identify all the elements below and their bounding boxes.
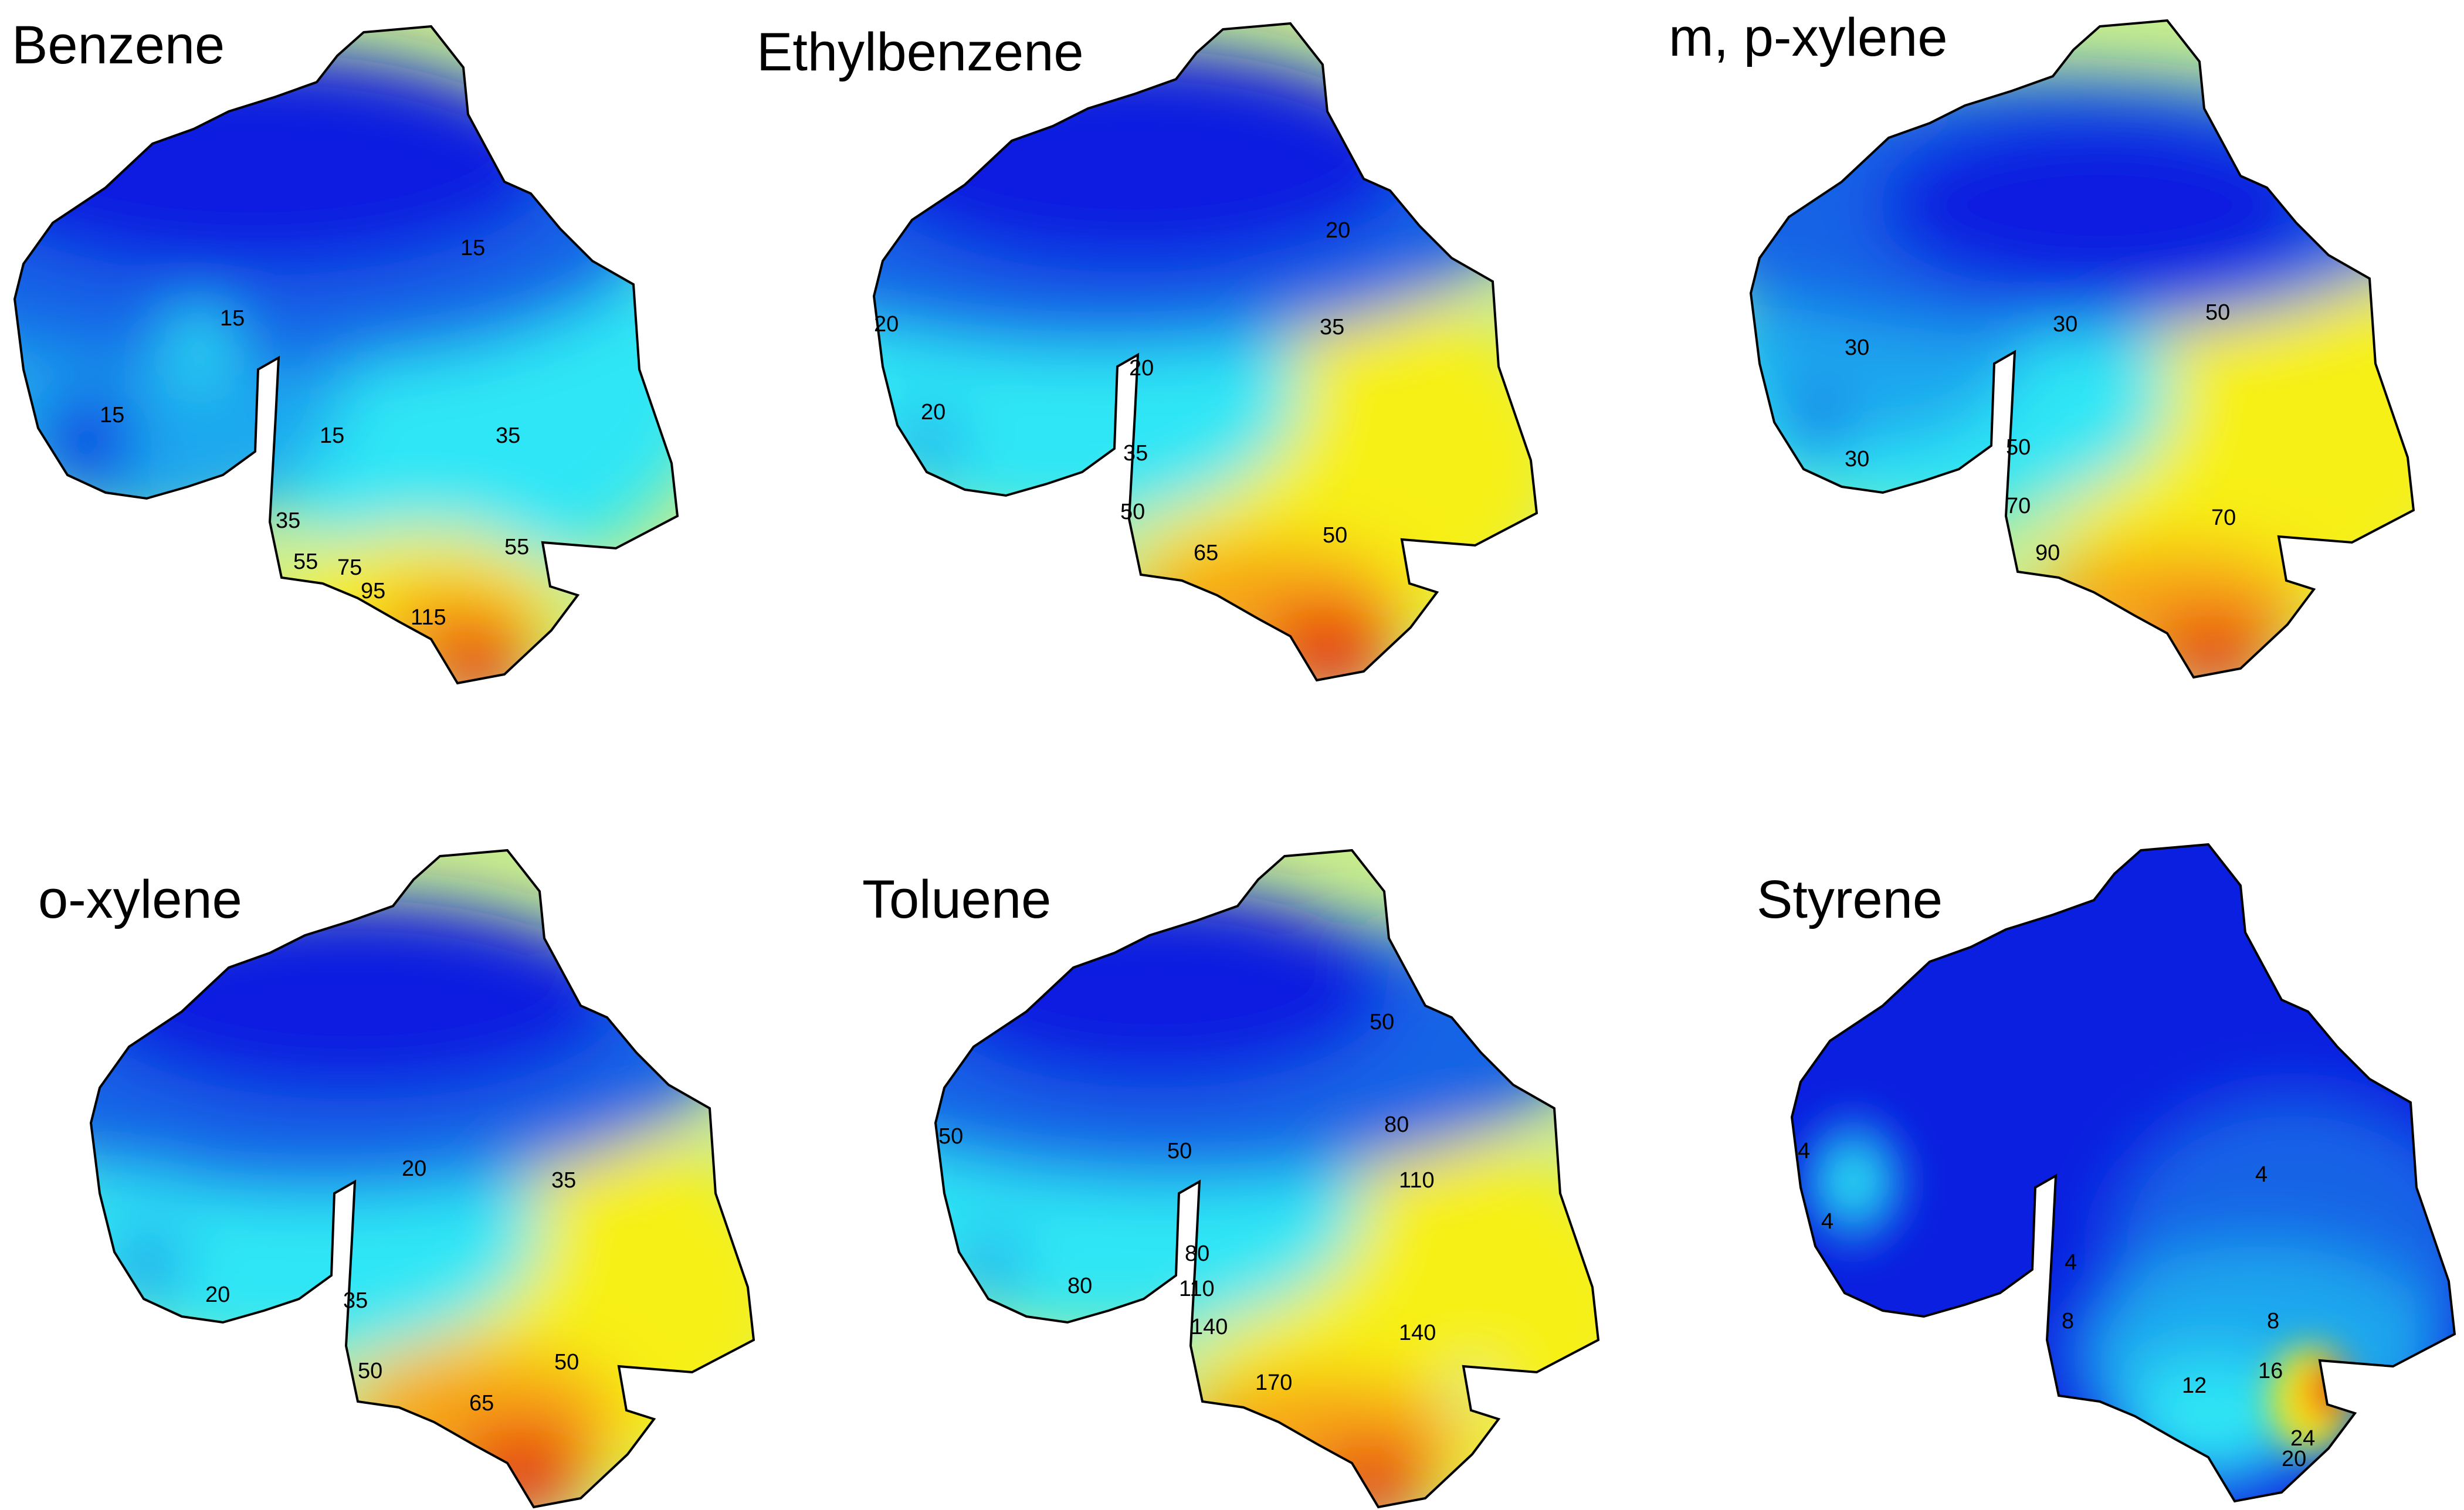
contour-label: 95 bbox=[361, 579, 385, 603]
contour-label: 30 bbox=[1845, 447, 1869, 471]
contour-label: 30 bbox=[2053, 312, 2077, 337]
contour-label: 30 bbox=[1845, 335, 1869, 360]
panel-o-xylene: o-xylene 20 20 35 35 bbox=[38, 849, 755, 1508]
contour-label: 20 bbox=[2282, 1447, 2306, 1471]
contour-label: 35 bbox=[343, 1288, 368, 1313]
contour-label: 170 bbox=[1255, 1370, 1292, 1395]
contour-label: 70 bbox=[2006, 494, 2031, 518]
contour-label: 80 bbox=[1384, 1112, 1409, 1137]
panel-benzene: Benzene 15 15 15 bbox=[12, 15, 679, 684]
contour-label: 80 bbox=[1067, 1274, 1092, 1298]
panel-title: o-xylene bbox=[38, 870, 242, 929]
contour-label: 8 bbox=[2267, 1309, 2279, 1333]
contour-label: 24 bbox=[2290, 1426, 2315, 1451]
contour-map: 50 50 50 80 80 80 110 110 140 140 170 bbox=[934, 849, 1599, 1508]
contour-label: 15 bbox=[220, 306, 245, 331]
contour-label: 75 bbox=[337, 555, 362, 580]
contour-labels: 15 15 15 15 35 35 55 55 75 95 115 bbox=[100, 236, 529, 630]
contour-map: 30 30 30 50 50 70 70 90 bbox=[1750, 19, 2415, 678]
contour-labels: 20 20 20 20 35 35 50 50 65 bbox=[874, 218, 1350, 565]
contour-label: 50 bbox=[1370, 1010, 1394, 1034]
panel-styrene: Styrene 4 bbox=[1757, 843, 2456, 1502]
contour-labels: 20 20 35 35 50 50 65 bbox=[205, 1156, 579, 1416]
contour-label: 110 bbox=[1179, 1277, 1215, 1301]
contour-label: 110 bbox=[1399, 1168, 1435, 1193]
contour-label: 140 bbox=[1399, 1321, 1436, 1345]
panel-title: Styrene bbox=[1757, 870, 1943, 929]
contour-label: 80 bbox=[1185, 1241, 1209, 1266]
contour-label: 50 bbox=[554, 1350, 579, 1375]
panel-ethylbenzene: Ethylbenzene 20 20 20 20 bbox=[757, 22, 1538, 681]
panel-toluene: Toluene 50 50 50 80 bbox=[862, 849, 1599, 1508]
contour-label: 70 bbox=[2211, 505, 2236, 530]
contour-label: 8 bbox=[2062, 1309, 2074, 1333]
contour-label: 65 bbox=[1194, 541, 1218, 565]
contour-label: 50 bbox=[1167, 1139, 1192, 1163]
contour-label: 65 bbox=[469, 1391, 494, 1416]
contour-label: 20 bbox=[1326, 218, 1350, 243]
panel-title: Toluene bbox=[862, 870, 1051, 929]
panel-mp-xylene: m, p-xylene 30 30 30 bbox=[1669, 8, 2415, 678]
contour-label: 4 bbox=[2065, 1250, 2077, 1275]
panel-title: m, p-xylene bbox=[1669, 8, 1948, 67]
contour-label: 4 bbox=[1798, 1139, 1810, 1163]
contour-label: 4 bbox=[2255, 1162, 2268, 1187]
contour-label: 50 bbox=[1120, 500, 1145, 524]
contour-label: 35 bbox=[1320, 315, 1344, 340]
contour-map: 20 20 20 20 35 35 50 50 65 bbox=[873, 22, 1538, 681]
contour-label: 20 bbox=[874, 312, 899, 337]
panel-title: Ethylbenzene bbox=[757, 22, 1084, 82]
contour-label: 50 bbox=[2006, 435, 2031, 460]
contour-label: 35 bbox=[551, 1168, 576, 1193]
contour-label: 50 bbox=[2205, 300, 2230, 325]
contour-label: 90 bbox=[2035, 541, 2060, 565]
contour-label: 4 bbox=[1821, 1209, 1833, 1234]
contour-label: 115 bbox=[411, 605, 446, 630]
contour-label: 16 bbox=[2258, 1359, 2283, 1383]
contour-label: 15 bbox=[320, 423, 344, 448]
contour-label: 50 bbox=[358, 1359, 382, 1383]
contour-label: 20 bbox=[1129, 356, 1154, 381]
contour-map: 15 15 15 15 35 35 55 55 75 95 115 bbox=[13, 25, 679, 684]
contour-label: 55 bbox=[293, 549, 318, 574]
contour-map: 4 4 4 4 8 8 12 16 20 24 bbox=[1791, 843, 2456, 1502]
contour-label: 20 bbox=[921, 400, 945, 425]
contour-label: 35 bbox=[496, 423, 520, 448]
panel-title: Benzene bbox=[12, 15, 225, 75]
contour-label: 50 bbox=[938, 1124, 963, 1149]
contour-label: 35 bbox=[1123, 441, 1148, 466]
contour-label: 12 bbox=[2182, 1373, 2207, 1398]
contour-label: 15 bbox=[460, 236, 485, 260]
contour-label: 20 bbox=[402, 1156, 426, 1181]
contour-labels: 30 30 30 50 50 70 70 90 bbox=[1845, 300, 2236, 565]
contour-label: 20 bbox=[205, 1282, 230, 1307]
contour-labels: 50 50 50 80 80 80 110 110 140 140 170 bbox=[938, 1010, 1436, 1395]
contour-label: 15 bbox=[100, 403, 124, 427]
contour-label: 140 bbox=[1191, 1315, 1228, 1339]
contour-map: 20 20 35 35 50 50 65 bbox=[90, 849, 755, 1508]
contour-label: 55 bbox=[504, 535, 529, 559]
contour-labels: 4 4 4 4 8 8 12 16 20 24 bbox=[1798, 1139, 2315, 1471]
contour-label: 35 bbox=[276, 508, 300, 533]
contour-label: 50 bbox=[1323, 523, 1347, 548]
